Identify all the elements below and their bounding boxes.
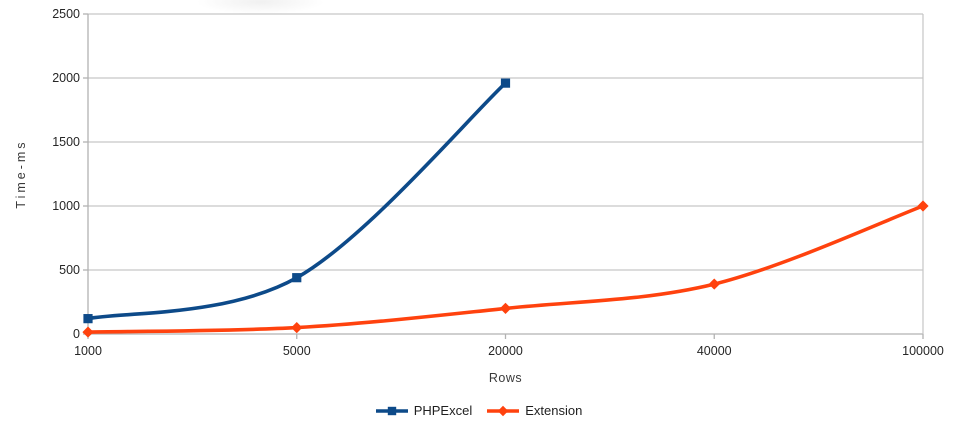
series-marker-square bbox=[387, 406, 396, 415]
y-tick-label: 1500 bbox=[52, 135, 80, 149]
legend-marker-icon bbox=[487, 405, 520, 416]
x-tick-label: 1000 bbox=[74, 344, 102, 358]
y-tick-label: 2500 bbox=[52, 7, 80, 21]
series-marker-square bbox=[83, 314, 93, 324]
series-marker-square bbox=[292, 273, 302, 283]
series-marker-diamond bbox=[917, 200, 929, 212]
series-marker-square bbox=[500, 78, 511, 88]
legend-item-phpexcel: PHPExcel bbox=[375, 403, 473, 418]
y-tick-label: 2000 bbox=[52, 71, 80, 85]
series-marker-diamond bbox=[291, 322, 303, 334]
legend-label: PHPExcel bbox=[413, 403, 473, 418]
series-marker-diamond bbox=[499, 302, 512, 314]
y-tick-label: 1000 bbox=[52, 199, 80, 213]
y-axis-title: Time-ms bbox=[14, 139, 28, 209]
series-marker-diamond bbox=[708, 278, 720, 290]
x-tick-label: 40000 bbox=[696, 344, 732, 358]
x-axis-title: Rows bbox=[488, 371, 523, 385]
legend-marker-icon bbox=[375, 406, 408, 415]
series-marker-diamond bbox=[82, 326, 94, 338]
series-phpexcel bbox=[83, 78, 511, 324]
y-tick-label: 0 bbox=[73, 327, 80, 341]
x-tick-label: 5000 bbox=[282, 344, 311, 358]
legend-label: Extension bbox=[525, 403, 583, 418]
legend-item-extension: Extension bbox=[486, 403, 582, 418]
y-tick-label: 500 bbox=[59, 263, 80, 277]
series-line bbox=[86, 81, 508, 321]
series-extension bbox=[82, 200, 929, 338]
series-marker-diamond bbox=[498, 405, 509, 416]
x-tick-label: 100000 bbox=[902, 344, 944, 358]
x-tick-label: 20000 bbox=[488, 344, 523, 358]
chart-legend: PHPExcel Extension bbox=[0, 403, 957, 418]
